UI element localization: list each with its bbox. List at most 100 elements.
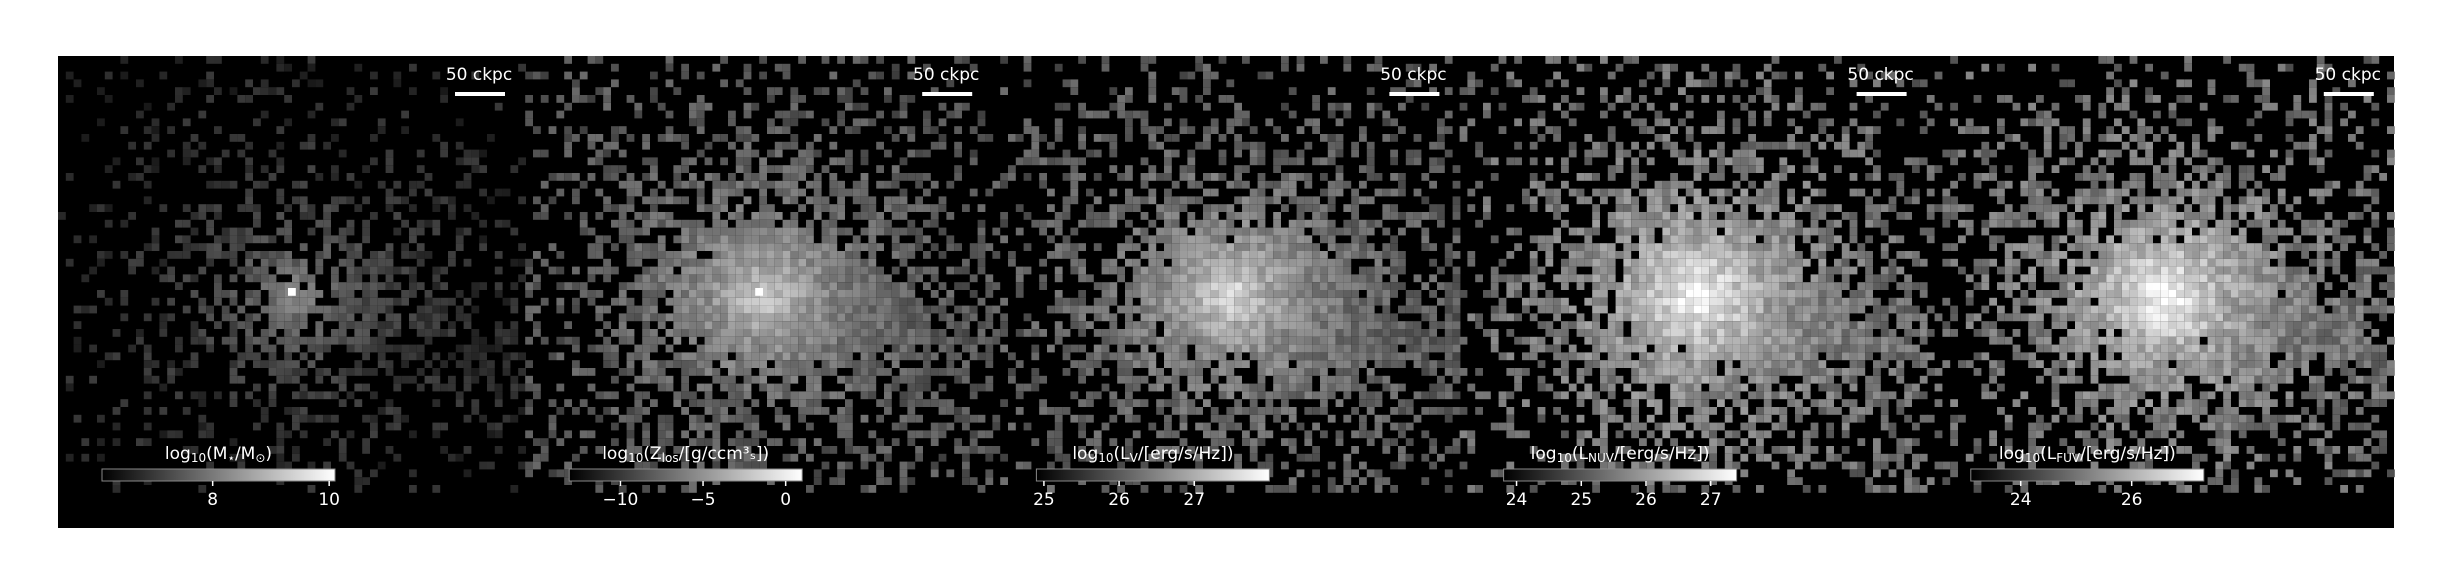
pixel (455, 313, 464, 322)
pixel (1359, 297, 1367, 306)
pixel (907, 461, 916, 470)
pixel (1514, 290, 1522, 298)
pixel (657, 266, 666, 275)
pixel (915, 149, 923, 158)
pixel (564, 212, 572, 220)
pixel (798, 344, 806, 353)
pixel (572, 297, 580, 306)
pixel (1031, 134, 1040, 142)
pixel (759, 204, 767, 212)
pixel (1335, 368, 1344, 376)
pixel (1109, 297, 1118, 306)
pixel (774, 282, 783, 290)
pixel (821, 118, 830, 127)
pixel (969, 430, 978, 439)
pixel (214, 235, 222, 244)
pixel (1179, 438, 1188, 446)
pixel (829, 266, 838, 275)
pixel (954, 149, 962, 158)
pixel (962, 368, 970, 376)
pixel (1444, 87, 1453, 95)
pixel (1366, 149, 1375, 158)
pixel (487, 422, 495, 431)
pixel (876, 282, 884, 290)
pixel (1545, 383, 1554, 392)
pixel (1429, 274, 1437, 283)
pixel (954, 446, 962, 454)
pixel (759, 336, 767, 345)
pixel (845, 274, 853, 283)
pixel (1218, 430, 1227, 439)
pixel (1101, 422, 1110, 431)
pixel (1600, 461, 1608, 470)
pixel (1093, 297, 1102, 306)
pixel (1662, 196, 1671, 205)
pixel (1062, 461, 1071, 470)
pixel (860, 375, 869, 384)
pixel (743, 438, 752, 446)
pixel (1607, 71, 1616, 80)
pixel (1452, 329, 1461, 337)
pixel (1584, 274, 1593, 283)
pixel (618, 290, 627, 298)
pixel (455, 305, 464, 314)
pixel (891, 336, 900, 345)
pixel (548, 422, 557, 431)
pixel (1327, 149, 1336, 158)
pixel (1195, 282, 1203, 290)
pixel (1405, 321, 1414, 329)
pixel (315, 219, 324, 228)
pixel (915, 243, 923, 251)
pixel (1351, 368, 1359, 376)
pixel (907, 126, 916, 134)
pixel (1101, 344, 1110, 353)
pixel (1218, 243, 1227, 251)
pixel (1646, 243, 1655, 251)
pixel (1171, 430, 1180, 439)
pixel (284, 266, 292, 275)
pixel (206, 258, 214, 267)
pixel (1140, 297, 1149, 306)
pixel (338, 305, 347, 314)
pixel (1179, 243, 1188, 251)
pixel (1125, 352, 1133, 361)
pixel (323, 227, 331, 236)
colorbar-tick-label: 0 (780, 490, 791, 510)
pixel (1646, 305, 1655, 314)
pixel (471, 71, 480, 80)
pixel (1490, 266, 1499, 275)
pixel (268, 329, 277, 337)
pixel (463, 360, 472, 368)
pixel (564, 399, 572, 407)
pixel (712, 305, 721, 314)
pixel (556, 383, 565, 392)
pixel (1039, 399, 1047, 407)
pixel (1054, 438, 1063, 446)
pixel (1343, 63, 1352, 72)
pixel (1164, 274, 1172, 283)
pixel (751, 453, 760, 462)
pixel (743, 251, 752, 259)
pixel (611, 204, 619, 212)
pixel (1553, 204, 1561, 212)
pixel (642, 485, 650, 493)
pixel (1156, 235, 1164, 244)
pixel (346, 227, 355, 236)
pixel (58, 212, 66, 220)
pixel (432, 313, 441, 322)
pixel (1226, 274, 1235, 283)
pixel (362, 297, 370, 306)
pixel (743, 149, 752, 158)
pixel (299, 274, 308, 283)
pixel (813, 87, 822, 95)
pixel (245, 321, 253, 329)
pixel (579, 180, 588, 189)
pixel (821, 297, 830, 306)
pixel (1179, 258, 1188, 267)
pixel (1288, 196, 1297, 205)
pixel (1070, 180, 1079, 189)
pixel (1670, 219, 1678, 228)
pixel (1615, 149, 1624, 158)
pixel (1366, 321, 1375, 329)
pixel (1125, 407, 1133, 415)
